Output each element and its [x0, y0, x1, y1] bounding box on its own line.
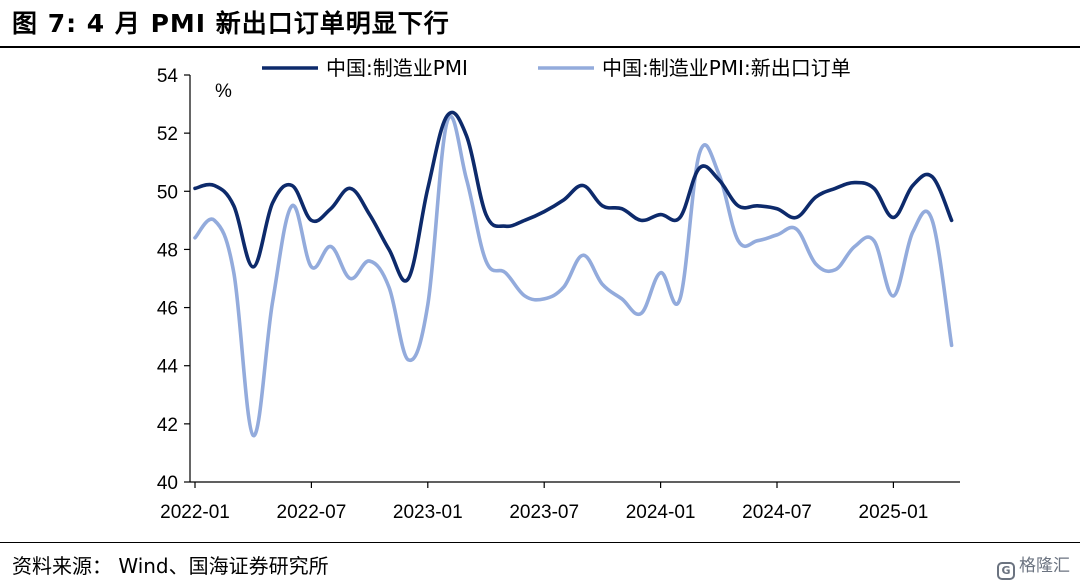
- x-tick-label: 2023-07: [509, 502, 579, 523]
- x-tick-label: 2023-01: [393, 502, 463, 523]
- chart-lines: [193, 110, 954, 438]
- x-tick-label: 2022-07: [277, 502, 347, 523]
- x-tick-label: 2024-07: [742, 502, 812, 523]
- watermark: G 格隆汇: [997, 551, 1070, 580]
- watermark-logo-icon: G: [997, 562, 1015, 580]
- legend-label-manufacturing-pmi: 中国:制造业PMI: [326, 56, 468, 80]
- watermark-text: 格隆汇: [1019, 556, 1070, 576]
- y-tick-label: 52: [157, 124, 178, 145]
- legend-label-new-export-orders: 中国:制造业PMI:新出口订单: [602, 56, 851, 80]
- x-tick-label: 2025-01: [859, 502, 929, 523]
- figure-title: 图 7: 4 月 PMI 新出口订单明显下行: [12, 9, 450, 38]
- y-unit-label: %: [215, 81, 232, 102]
- series-line-manufacturing-pmi: [193, 110, 954, 283]
- x-tick-label: 2024-01: [626, 502, 696, 523]
- chart-axes: 40 42 44 46 48 50 52 54% 2022-01 2022-07 2023-01 20…: [157, 66, 960, 523]
- y-tick-label: 46: [157, 299, 178, 320]
- y-tick-label: 48: [157, 240, 178, 261]
- y-tick-label: 42: [157, 415, 178, 436]
- line-chart: 40 42 44 46 48 50 52 54% 2022-01 2022-07 2023-01 20…: [157, 56, 960, 523]
- source-note: 资料来源： Wind、国海证券研究所: [12, 554, 329, 578]
- y-tick-label: 44: [157, 357, 179, 378]
- y-tick-label: 54: [157, 66, 179, 87]
- footer-divider: [0, 542, 1080, 543]
- y-tick-label: 40: [157, 473, 178, 494]
- x-tick-label: 2022-01: [160, 502, 230, 523]
- chart-legend: 中国:制造业PMI 中国:制造业PMI:新出口订单: [262, 56, 851, 80]
- title-divider: [0, 46, 1080, 48]
- y-tick-label: 50: [157, 182, 178, 203]
- series-line-new-export-orders: [193, 114, 954, 438]
